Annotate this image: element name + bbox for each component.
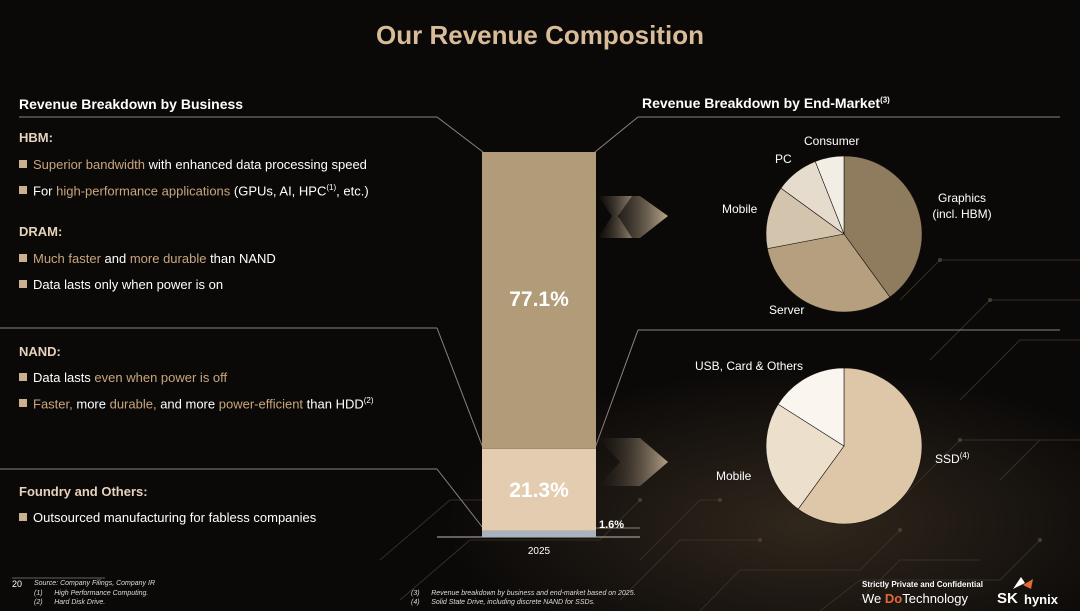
section-head-nand: NAND:: [19, 344, 61, 359]
pie2-label-usb: USB, Card & Others: [695, 359, 804, 373]
bullet-square-icon: [19, 254, 27, 262]
bullet-dram-1: Much faster and more durable than NAND: [19, 251, 276, 266]
footnote-source: Source: Company Filings, Company IR: [34, 580, 155, 587]
pie2-slice-3: [777, 368, 845, 447]
bullet-nand-1: Data lasts even when power is off: [19, 370, 227, 385]
bullet-square-icon: [19, 513, 27, 521]
footnote-1: (1) High Performance Computing.: [34, 590, 149, 597]
pie1-label-graphics: Graphics (incl. HBM): [932, 191, 992, 221]
pie1-label-mobile: Mobile: [722, 202, 758, 216]
page-number: 20: [12, 579, 23, 589]
nand-end-market-pie: [766, 368, 922, 524]
section-head-dram: DRAM:: [19, 224, 63, 239]
pie1-label-consumer: Consumer: [804, 134, 860, 148]
x-tick-label: 2025: [528, 546, 551, 557]
bullet-square-icon: [19, 373, 27, 381]
pie1-label-pc: PC: [775, 152, 792, 166]
bar-label-foundry: 1.6%: [599, 519, 625, 531]
logo-sk: SK: [997, 590, 1018, 607]
bar-segment-foundry: [482, 530, 596, 537]
arrow-to-nand-market-icon: [598, 438, 668, 486]
confidential-notice: Strictly Private and Confidential: [862, 580, 983, 589]
bullet-square-icon: [19, 160, 27, 168]
bullet-square-icon: [19, 186, 27, 195]
pie1-label-server: Server: [769, 303, 805, 317]
pie2-label-ssd: SSD(4): [935, 451, 970, 466]
pie1-slice-3: [766, 187, 845, 249]
sk-hynix-logo: SK hynix: [997, 575, 1067, 607]
bullet-hbm-2: For high-performance applications (GPUs,…: [19, 183, 369, 198]
footnote-4: (4) Solid State Drive, including discret…: [411, 599, 596, 606]
footnote-2: (2) Hard Disk Drive.: [34, 599, 106, 606]
left-section-title: Revenue Breakdown by Business: [19, 96, 244, 112]
bullet-dram-2: Data lasts only when power is on: [19, 277, 223, 292]
right-section-title: Revenue Breakdown by End-Market(3): [642, 95, 890, 111]
pie1-slice-2: [767, 233, 891, 312]
slogan: We DoTechnology: [862, 591, 969, 606]
bullet-hbm-1: Superior bandwidth with enhanced data pr…: [19, 157, 367, 172]
bar-segment-dram: [482, 152, 596, 449]
bullet-square-icon: [19, 399, 27, 408]
bullet-nand-2: Faster, more durable, and more power-eff…: [19, 396, 374, 411]
bar-label-dram: 77.1%: [509, 288, 569, 311]
bullet-square-icon: [19, 280, 27, 288]
logo-butterfly-icon: [1013, 577, 1033, 589]
pie2-slice-1: [797, 368, 922, 524]
bar-label-nand: 21.3%: [509, 479, 569, 502]
section-head-hbm: HBM:: [19, 130, 53, 145]
slogan-do: Do: [884, 591, 903, 606]
bar-segment-nand: [482, 448, 596, 531]
arrow-to-end-market-icon: [598, 196, 668, 238]
pie2-slice-2: [766, 403, 845, 510]
pie1-slice-1: [843, 156, 922, 298]
dram-end-market-pie: [766, 156, 922, 312]
logo-hynix: hynix: [1024, 592, 1058, 607]
bullet-foundry-1: Outsourced manufacturing for fabless com…: [19, 510, 316, 525]
page-title: Our Revenue Composition: [376, 20, 704, 50]
pie2-label-mobile: Mobile: [716, 469, 752, 483]
pie1-slice-5: [814, 156, 845, 235]
footnote-3: (3) Revenue breakdown by business and en…: [411, 590, 636, 597]
section-head-foundry: Foundry and Others:: [19, 484, 148, 499]
